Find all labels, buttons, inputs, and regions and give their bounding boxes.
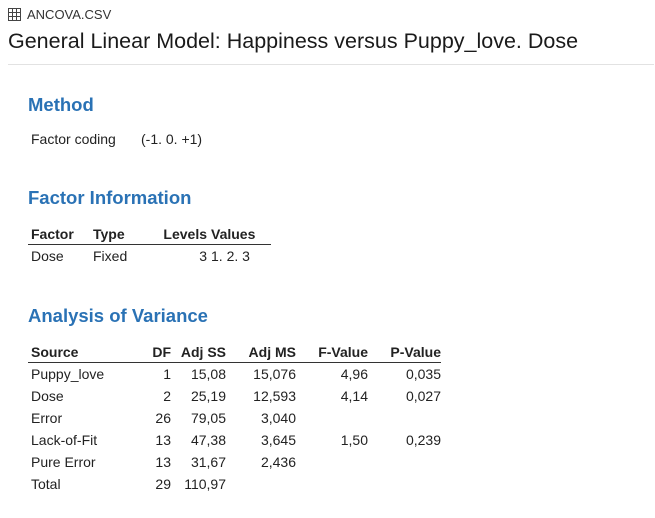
- cell-adj-ss: 25,19: [190, 388, 226, 404]
- anova-table: Source DF Adj SS Adj MS F-Value P-Value …: [28, 342, 441, 495]
- column-header-type: Type: [93, 224, 157, 245]
- cell-adj-ms: 2,436: [260, 454, 296, 470]
- cell-df: 2: [163, 388, 171, 404]
- cell-adj-ss: 79,05: [190, 410, 226, 426]
- table-row: Error 26 79,05 3,040: [28, 407, 441, 429]
- cell-adj-ss: 31,67: [190, 454, 226, 470]
- factor-coding-label: Factor coding: [31, 131, 116, 147]
- cell-factor: Dose: [31, 248, 64, 264]
- table-row: Total 29 110,97: [28, 473, 441, 495]
- column-header-levels: Levels: [157, 224, 211, 245]
- column-header-values: Values: [211, 224, 271, 245]
- cell-p-value: 0,239: [405, 432, 441, 448]
- cell-f-value: 1,50: [340, 432, 368, 448]
- table-row: Puppy_love 1 15,08 15,076 4,96 0,035: [28, 363, 441, 386]
- table-grid-icon: [8, 7, 21, 21]
- cell-source: Total: [31, 476, 61, 492]
- cell-source: Pure Error: [31, 454, 96, 470]
- factor-information-table: Factor Type Levels Values Dose Fixed 3 1…: [28, 224, 271, 267]
- cell-levels: 3: [199, 248, 207, 264]
- cell-adj-ms: [226, 473, 296, 495]
- cell-f-value: [296, 451, 368, 473]
- column-header-adj-ms: Adj MS: [226, 342, 296, 363]
- table-row: Dose Fixed 3 1. 2. 3: [28, 245, 271, 268]
- cell-df: 13: [155, 454, 171, 470]
- cell-adj-ms: 3,645: [260, 432, 296, 448]
- table-row: Dose 2 25,19 12,593 4,14 0,027: [28, 385, 441, 407]
- column-header-source: Source: [28, 342, 141, 363]
- title-divider: [8, 64, 654, 65]
- column-header-adj-ss: Adj SS: [171, 342, 226, 363]
- cell-p-value: [368, 407, 441, 429]
- cell-adj-ss: 110,97: [184, 476, 226, 492]
- cell-adj-ms: 12,593: [253, 388, 296, 404]
- cell-f-value: [296, 473, 368, 495]
- cell-f-value: [296, 407, 368, 429]
- method-heading: Method: [28, 94, 94, 115]
- factor-coding-value: (-1. 0. +1): [141, 131, 203, 147]
- column-header-f-value: F-Value: [296, 342, 368, 363]
- cell-source: Error: [31, 410, 63, 426]
- table-row: Lack-of-Fit 13 47,38 3,645 1,50 0,239: [28, 429, 441, 451]
- cell-source: Puppy_love: [31, 366, 105, 382]
- column-header-df: DF: [141, 342, 171, 363]
- cell-df: 1: [163, 366, 171, 382]
- file-name: ANCOVA.CSV: [27, 6, 112, 22]
- cell-df: 26: [155, 410, 171, 426]
- cell-f-value: 4,96: [340, 366, 368, 382]
- cell-p-value: 0,035: [405, 366, 441, 382]
- cell-p-value: 0,027: [405, 388, 441, 404]
- table-header-row: Source DF Adj SS Adj MS F-Value P-Value: [28, 342, 441, 363]
- cell-adj-ss: 47,38: [190, 432, 226, 448]
- cell-source: Dose: [31, 388, 64, 404]
- cell-type: Fixed: [93, 248, 128, 264]
- cell-values: 1. 2. 3: [211, 248, 250, 264]
- cell-p-value: [368, 473, 441, 495]
- file-bar: ANCOVA.CSV: [8, 5, 111, 23]
- cell-adj-ms: 3,040: [260, 410, 296, 426]
- table-header-row: Factor Type Levels Values: [28, 224, 271, 245]
- factor-information-heading: Factor Information: [28, 187, 192, 208]
- column-header-p-value: P-Value: [368, 342, 441, 363]
- page-title: General Linear Model: Happiness versus P…: [8, 29, 579, 53]
- cell-source: Lack-of-Fit: [31, 432, 98, 448]
- cell-p-value: [368, 451, 441, 473]
- cell-df: 13: [155, 432, 171, 448]
- anova-heading: Analysis of Variance: [28, 305, 208, 326]
- cell-df: 29: [155, 476, 171, 492]
- cell-adj-ss: 15,08: [190, 366, 226, 382]
- cell-f-value: 4,14: [340, 388, 368, 404]
- cell-adj-ms: 15,076: [253, 366, 296, 382]
- table-row: Pure Error 13 31,67 2,436: [28, 451, 441, 473]
- column-header-factor: Factor: [28, 224, 93, 245]
